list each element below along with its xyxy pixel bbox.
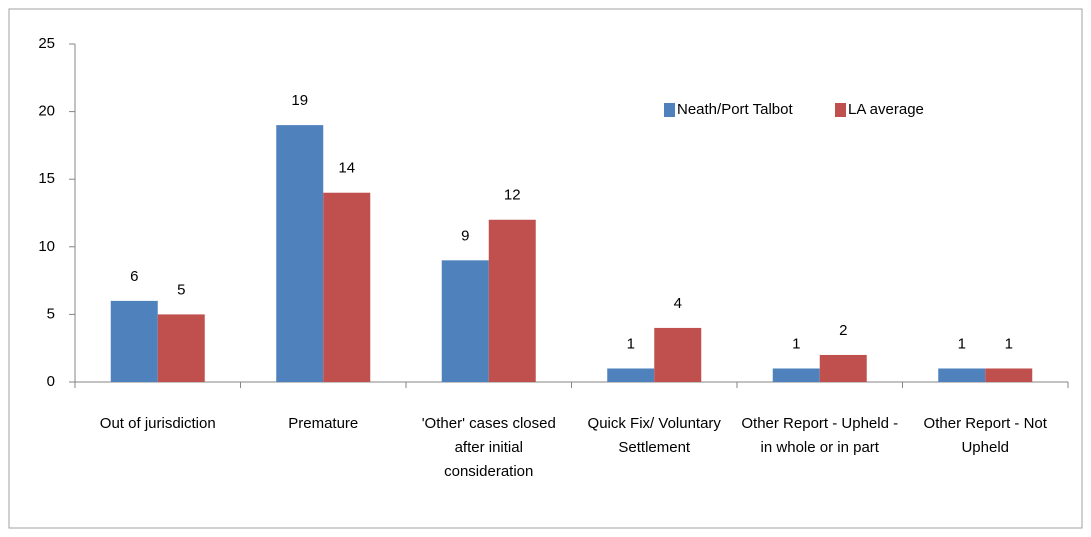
chart-frame bbox=[8, 8, 1083, 529]
bar bbox=[441, 260, 489, 382]
bar bbox=[607, 368, 655, 382]
x-tick-label: 'Other' cases closed after initial consi… bbox=[421, 415, 556, 480]
legend-swatch bbox=[835, 103, 846, 117]
legend-label: LA average bbox=[848, 101, 924, 118]
data-label: 6 bbox=[130, 268, 138, 285]
legend-swatch bbox=[664, 103, 675, 117]
y-tick-label: 5 bbox=[47, 305, 55, 322]
y-tick-label: 0 bbox=[47, 373, 55, 390]
bar bbox=[772, 368, 820, 382]
y-tick-label: 15 bbox=[38, 170, 55, 187]
bar bbox=[323, 192, 371, 382]
bar bbox=[157, 314, 205, 382]
data-label: 19 bbox=[291, 92, 308, 109]
data-label: 1 bbox=[627, 335, 635, 352]
data-label: 1 bbox=[1005, 335, 1013, 352]
x-tick-label: Out of jurisdiction bbox=[99, 415, 216, 432]
bar bbox=[276, 125, 324, 383]
x-tick-label: Quick Fix/ Voluntary Settlement bbox=[587, 415, 721, 456]
bar bbox=[110, 300, 158, 382]
data-label: 1 bbox=[958, 335, 966, 352]
data-label: 14 bbox=[338, 160, 355, 177]
bar bbox=[654, 327, 702, 382]
x-tick-label: Premature bbox=[288, 415, 359, 432]
x-tick-label: Other Report - Not Upheld bbox=[923, 415, 1047, 456]
legend-label: Neath/Port Talbot bbox=[677, 101, 793, 118]
data-label: 2 bbox=[839, 322, 847, 339]
data-label: 1 bbox=[792, 335, 800, 352]
y-tick-label: 20 bbox=[38, 103, 55, 120]
bar bbox=[819, 354, 867, 382]
data-label: 9 bbox=[461, 227, 469, 244]
data-label: 5 bbox=[177, 281, 185, 298]
x-tick-label: Other Report - Upheld - in whole or in p… bbox=[741, 415, 899, 456]
bar bbox=[985, 368, 1033, 382]
bar bbox=[938, 368, 986, 382]
data-label: 4 bbox=[674, 295, 682, 312]
data-label: 12 bbox=[504, 187, 521, 204]
y-tick-label: 10 bbox=[38, 238, 55, 255]
y-tick-label: 25 bbox=[38, 35, 55, 52]
bar bbox=[488, 219, 536, 382]
